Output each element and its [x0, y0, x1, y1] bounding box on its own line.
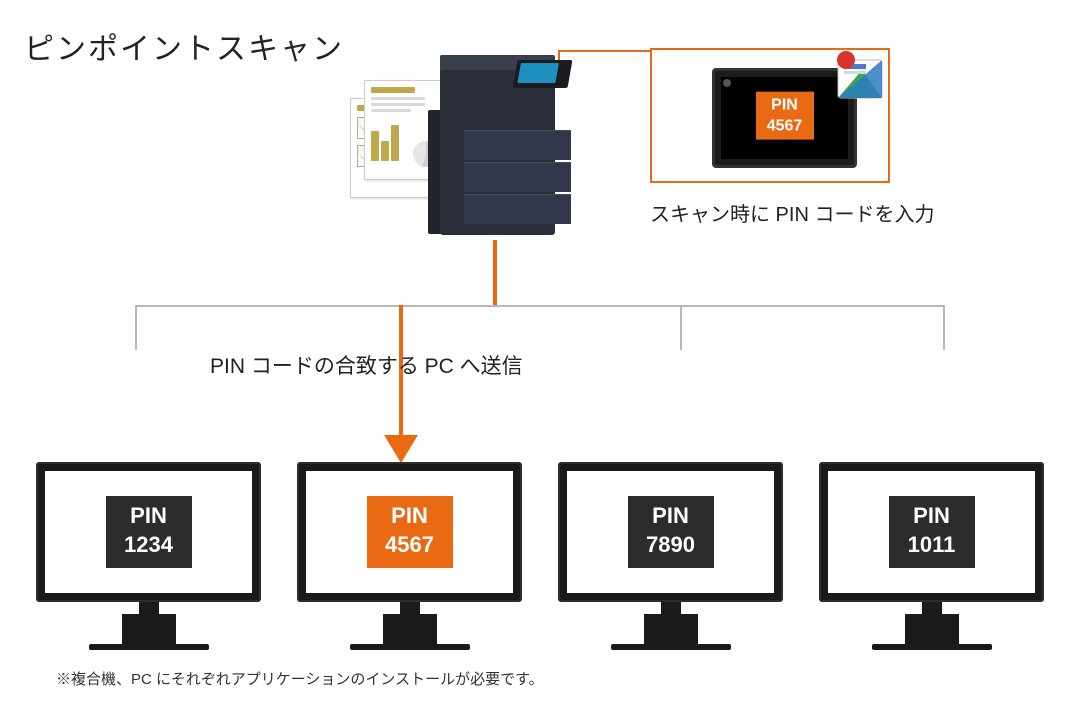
network-drop: [135, 305, 137, 350]
pin-label: PIN: [106, 502, 192, 531]
pin-map-app-icon: [832, 50, 887, 105]
page-title: ピンポイントスキャン: [24, 24, 344, 68]
connector-mfp-to-panel: [560, 50, 652, 52]
pc-monitor: PIN 7890: [558, 462, 783, 650]
network-drop: [680, 305, 682, 350]
network-drop: [943, 305, 945, 350]
pin-entry-caption: スキャン時に PIN コードを入力: [650, 198, 934, 227]
pin-label: PIN: [889, 502, 975, 531]
pc-pin-box: PIN 7890: [628, 496, 714, 568]
pc-pin-box: PIN 4567: [367, 496, 453, 568]
pin-label: PIN: [756, 96, 814, 117]
pc-monitor: PIN 1234: [36, 462, 261, 650]
pin-value: 4567: [367, 531, 453, 560]
pc-pin-box: PIN 1011: [889, 496, 975, 568]
connector-trunk: [493, 240, 497, 305]
pc-monitor: PIN 1011: [819, 462, 1044, 650]
pin-panel-pin-box: PIN 4567: [756, 92, 814, 140]
network-bus: [135, 305, 945, 307]
pin-label: PIN: [367, 502, 453, 531]
send-to-matching-pc-label: PIN コードの合致する PC へ送信: [210, 350, 523, 380]
pin-value: 4567: [756, 116, 814, 137]
pin-value: 1234: [106, 531, 192, 560]
mfp-touch-panel-icon: [513, 60, 573, 88]
connector-mfp-to-panel: [558, 50, 560, 60]
pin-entry-callout: PIN 4567: [650, 48, 890, 183]
pc-monitor-row: PIN 1234 PIN 4567 PIN 7890 PIN 1011: [36, 462, 1044, 650]
arrowhead-icon: [384, 435, 418, 463]
pin-value: 1011: [889, 531, 975, 560]
pc-pin-box: PIN 1234: [106, 496, 192, 568]
footnote: ※複合機、PC にそれぞれアプリケーションのインストールが必要です。: [56, 668, 544, 689]
multifunction-printer-icon: [420, 30, 570, 240]
pin-label: PIN: [628, 502, 714, 531]
pc-monitor: PIN 4567: [297, 462, 522, 650]
pin-value: 7890: [628, 531, 714, 560]
